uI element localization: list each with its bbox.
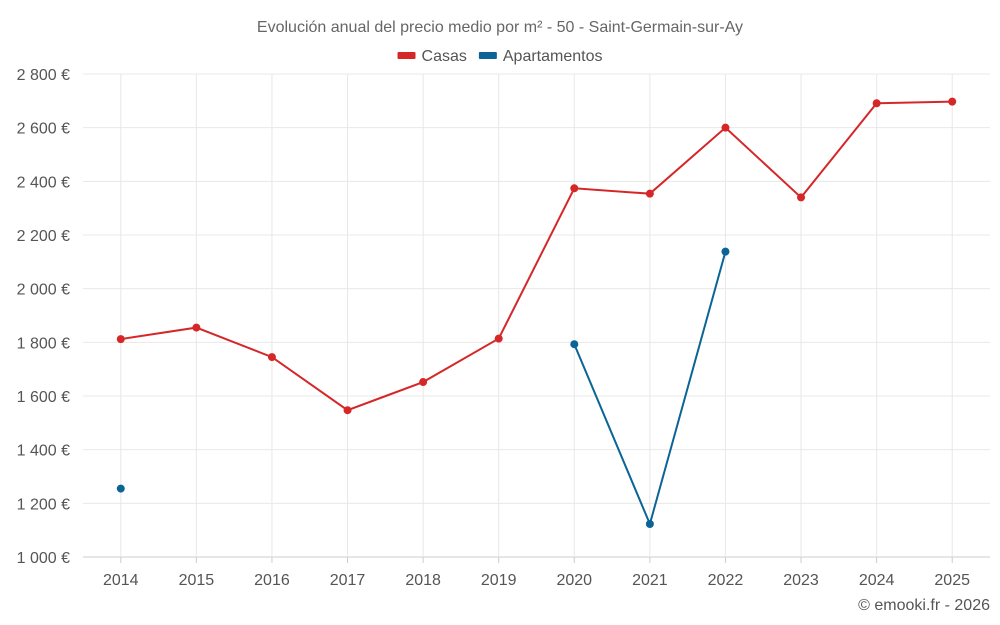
x-tick-label: 2019 [481, 572, 517, 589]
data-point-apartamentos[interactable] [721, 247, 730, 256]
data-point-casas[interactable] [494, 334, 503, 343]
legend-label: Casas [422, 48, 467, 65]
y-tick-label: 2 800 € [17, 67, 70, 84]
data-point-casas[interactable] [192, 323, 201, 332]
x-tick-label: 2017 [330, 572, 366, 589]
data-point-apartamentos[interactable] [570, 340, 579, 349]
y-axis: 1 000 € 1 200 € 1 400 € 1 600 € 1 800 € 2 000… [17, 67, 70, 567]
y-tick-label: 1 200 € [17, 496, 70, 513]
data-point-casas[interactable] [645, 189, 654, 198]
y-tick-label: 1 000 € [17, 550, 70, 567]
legend: Casas Apartamentos [397, 48, 603, 65]
series-layer [116, 97, 957, 528]
data-point-casas[interactable] [570, 184, 579, 193]
data-point-casas[interactable] [721, 123, 730, 132]
grid [83, 73, 990, 558]
legend-swatch [397, 52, 416, 59]
x-tick-label: 2018 [405, 572, 441, 589]
data-point-apartamentos[interactable] [645, 519, 654, 528]
x-tick-label: 2021 [632, 572, 668, 589]
x-tick-label: 2020 [556, 572, 592, 589]
x-tick-label: 2023 [783, 572, 819, 589]
y-tick-label: 1 400 € [17, 443, 70, 460]
y-tick-label: 2 600 € [17, 121, 70, 138]
legend-item-casas[interactable]: Casas [397, 48, 467, 65]
series-line-casas [120, 100, 953, 412]
data-point-apartamentos[interactable] [116, 484, 125, 493]
data-point-casas[interactable] [116, 335, 125, 344]
x-tick-label: 2022 [708, 572, 744, 589]
x-tick-label: 2016 [254, 572, 290, 589]
legend-swatch [478, 52, 497, 59]
chart-title: Evolución anual del precio medio por m² … [257, 19, 743, 36]
data-point-casas[interactable] [948, 97, 957, 106]
data-point-casas[interactable] [343, 406, 352, 415]
x-tick-label: 2014 [103, 572, 139, 589]
y-tick-label: 2 000 € [17, 282, 70, 299]
data-point-casas[interactable] [267, 353, 276, 362]
y-tick-label: 1 800 € [17, 335, 70, 352]
data-point-casas[interactable] [419, 378, 428, 387]
x-tick-label: 2015 [179, 572, 215, 589]
y-tick-label: 2 200 € [17, 228, 70, 245]
data-point-casas[interactable] [872, 99, 881, 108]
y-tick-label: 1 600 € [17, 389, 70, 406]
x-tick-label: 2024 [859, 572, 895, 589]
y-tick-label: 2 400 € [17, 174, 70, 191]
x-tick-label: 2025 [934, 572, 970, 589]
data-point-casas[interactable] [797, 193, 806, 202]
credit-text: © emooki.fr - 2026 [858, 597, 990, 614]
x-axis: 2014 2015 2016 2017 2018 2019 2020 2021 2022 2023… [103, 557, 970, 589]
legend-label: Apartamentos [503, 48, 603, 65]
legend-item-apartamentos[interactable]: Apartamentos [478, 48, 603, 65]
